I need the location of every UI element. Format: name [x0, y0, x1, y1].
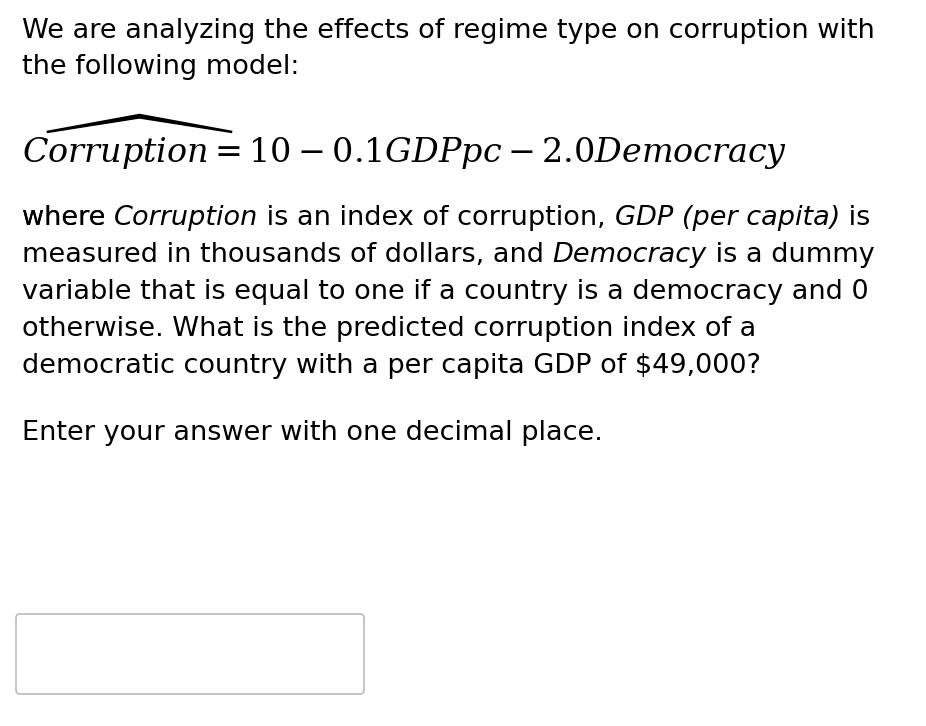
Text: democratic country with a per capita GDP of $49,000?: democratic country with a per capita GDP…: [22, 353, 761, 379]
Text: where: where: [22, 205, 114, 231]
Text: the following model:: the following model:: [22, 54, 299, 80]
Text: is a dummy: is a dummy: [707, 242, 874, 268]
Text: Corruption: Corruption: [114, 205, 258, 231]
Text: is: is: [840, 205, 870, 231]
FancyBboxPatch shape: [16, 614, 364, 694]
Text: Enter your answer with one decimal place.: Enter your answer with one decimal place…: [22, 420, 603, 446]
Text: We are analyzing the effects of regime type on corruption with: We are analyzing the effects of regime t…: [22, 18, 875, 44]
Text: otherwise. What is the predicted corruption index of a: otherwise. What is the predicted corrupt…: [22, 316, 757, 342]
Text: GDP (per capita): GDP (per capita): [615, 205, 840, 231]
Text: where: where: [22, 205, 114, 231]
Text: measured in thousands of dollars, and: measured in thousands of dollars, and: [22, 242, 553, 268]
Text: is an index of corruption,: is an index of corruption,: [258, 205, 615, 231]
Text: variable that is equal to one if a country is a democracy and 0: variable that is equal to one if a count…: [22, 279, 869, 305]
Text: $\widehat{\mathit{Corruption}} = 10 - 0.1\mathit{GDPpc} - 2.0\mathit{Democracy}$: $\widehat{\mathit{Corruption}} = 10 - 0.…: [22, 112, 787, 171]
Text: Democracy: Democracy: [553, 242, 707, 268]
